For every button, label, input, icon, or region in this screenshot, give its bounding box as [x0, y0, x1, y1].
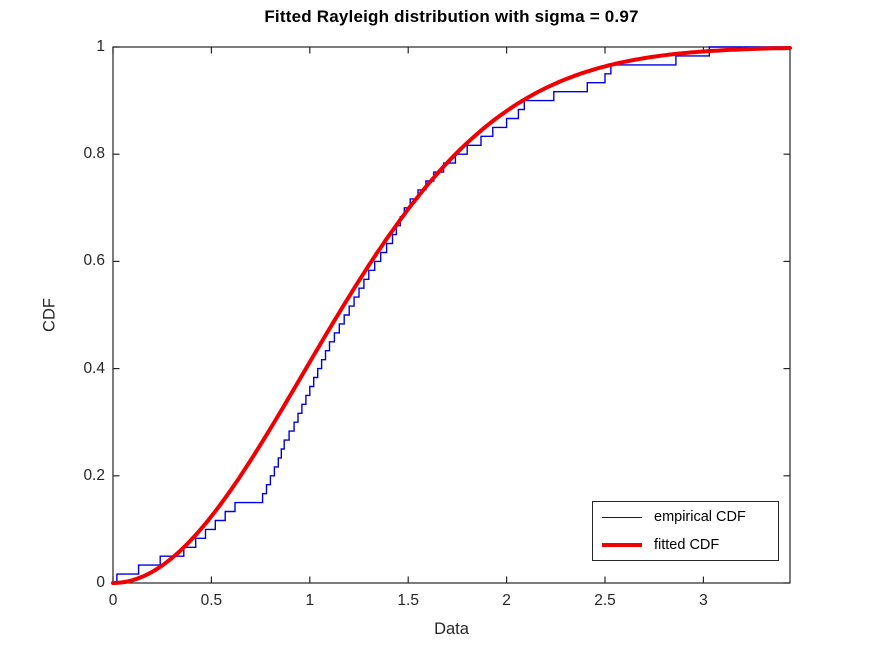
x-tick-label: 1.5 [397, 592, 419, 609]
legend-entry-empirical: empirical CDF [593, 504, 778, 530]
empirical-cdf-line-sample [602, 516, 642, 518]
fitted-cdf-line [111, 46, 792, 585]
x-axis-label: Data [434, 620, 469, 638]
y-tick-label: 0.4 [83, 359, 105, 377]
y-tick-label: 0.2 [83, 466, 105, 484]
legend-entry-fitted: fitted CDF [593, 532, 778, 558]
axes-box [112, 46, 791, 584]
y-tick-label: 0.6 [83, 252, 105, 270]
legend: empirical CDF fitted CDF [592, 501, 779, 561]
x-tick-label: 0.5 [200, 592, 223, 609]
chart-title: Fitted Rayleigh distribution with sigma … [264, 7, 639, 26]
empirical-cdf-line [113, 46, 790, 584]
x-tick-label: 3 [699, 592, 708, 609]
x-tick-label: 2.5 [594, 592, 616, 609]
y-tick-label: 1 [96, 38, 105, 55]
legend-label-fitted: fitted CDF [654, 537, 720, 553]
y-tick-label: 0.8 [83, 145, 105, 163]
x-tick-label: 1 [305, 592, 315, 609]
x-tick-label: 0 [108, 592, 118, 609]
x-tick-label: 2 [502, 592, 511, 609]
legend-label-empirical: empirical CDF [654, 509, 746, 525]
fitted-cdf-line-sample [602, 543, 642, 547]
y-axis-label: CDF [40, 298, 59, 332]
y-tick-label: 0 [96, 574, 105, 591]
